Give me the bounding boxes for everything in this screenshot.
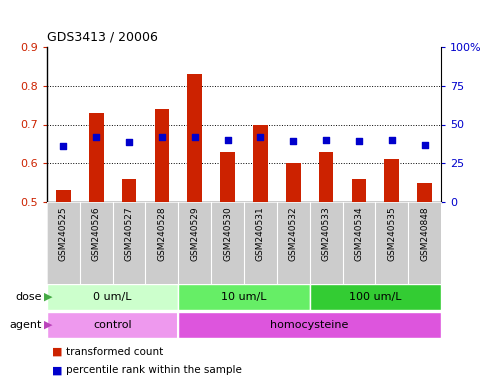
Bar	[319, 152, 333, 202]
Bar	[178, 284, 310, 310]
Bar	[122, 179, 137, 202]
Point	[322, 137, 330, 143]
Text: dose: dose	[15, 292, 42, 302]
Point	[224, 137, 231, 143]
Text: ▶: ▶	[44, 320, 53, 330]
Text: ■: ■	[52, 347, 62, 357]
Text: GSM240533: GSM240533	[322, 206, 330, 261]
Bar	[178, 312, 441, 338]
Text: GSM240534: GSM240534	[355, 206, 363, 261]
Bar	[310, 284, 441, 310]
Text: GSM240848: GSM240848	[420, 206, 429, 261]
Point	[191, 134, 199, 140]
Text: GSM240528: GSM240528	[157, 206, 167, 261]
Bar	[89, 113, 104, 202]
Point	[158, 134, 166, 140]
Text: 0 um/L: 0 um/L	[93, 292, 132, 302]
Text: percentile rank within the sample: percentile rank within the sample	[66, 365, 242, 375]
Text: GDS3413 / 20006: GDS3413 / 20006	[47, 30, 158, 43]
Text: ■: ■	[52, 365, 62, 375]
Text: 100 um/L: 100 um/L	[349, 292, 401, 302]
Point	[421, 142, 428, 148]
Text: homocysteine: homocysteine	[270, 320, 349, 330]
Point	[289, 138, 297, 144]
Point	[256, 134, 264, 141]
Bar	[47, 284, 178, 310]
Bar	[286, 163, 300, 202]
Bar	[56, 190, 71, 202]
Bar	[384, 159, 399, 202]
Text: control: control	[93, 320, 132, 330]
Text: transformed count: transformed count	[66, 347, 164, 357]
Text: GSM240535: GSM240535	[387, 206, 396, 261]
Point	[388, 137, 396, 143]
Point	[59, 143, 67, 149]
Bar	[47, 312, 178, 338]
Bar	[187, 74, 202, 202]
Text: GSM240526: GSM240526	[92, 206, 101, 261]
Bar	[155, 109, 170, 202]
Text: agent: agent	[10, 320, 42, 330]
Point	[125, 139, 133, 145]
Text: GSM240531: GSM240531	[256, 206, 265, 261]
Bar	[417, 183, 432, 202]
Text: GSM240532: GSM240532	[289, 206, 298, 261]
Bar	[220, 152, 235, 202]
Text: GSM240529: GSM240529	[190, 206, 199, 261]
Text: ▶: ▶	[44, 292, 53, 302]
Text: GSM240525: GSM240525	[59, 206, 68, 261]
Text: GSM240530: GSM240530	[223, 206, 232, 261]
Bar	[253, 124, 268, 202]
Point	[92, 134, 100, 140]
Text: 10 um/L: 10 um/L	[221, 292, 267, 302]
Point	[355, 138, 363, 144]
Text: GSM240527: GSM240527	[125, 206, 134, 261]
Bar	[352, 179, 366, 202]
